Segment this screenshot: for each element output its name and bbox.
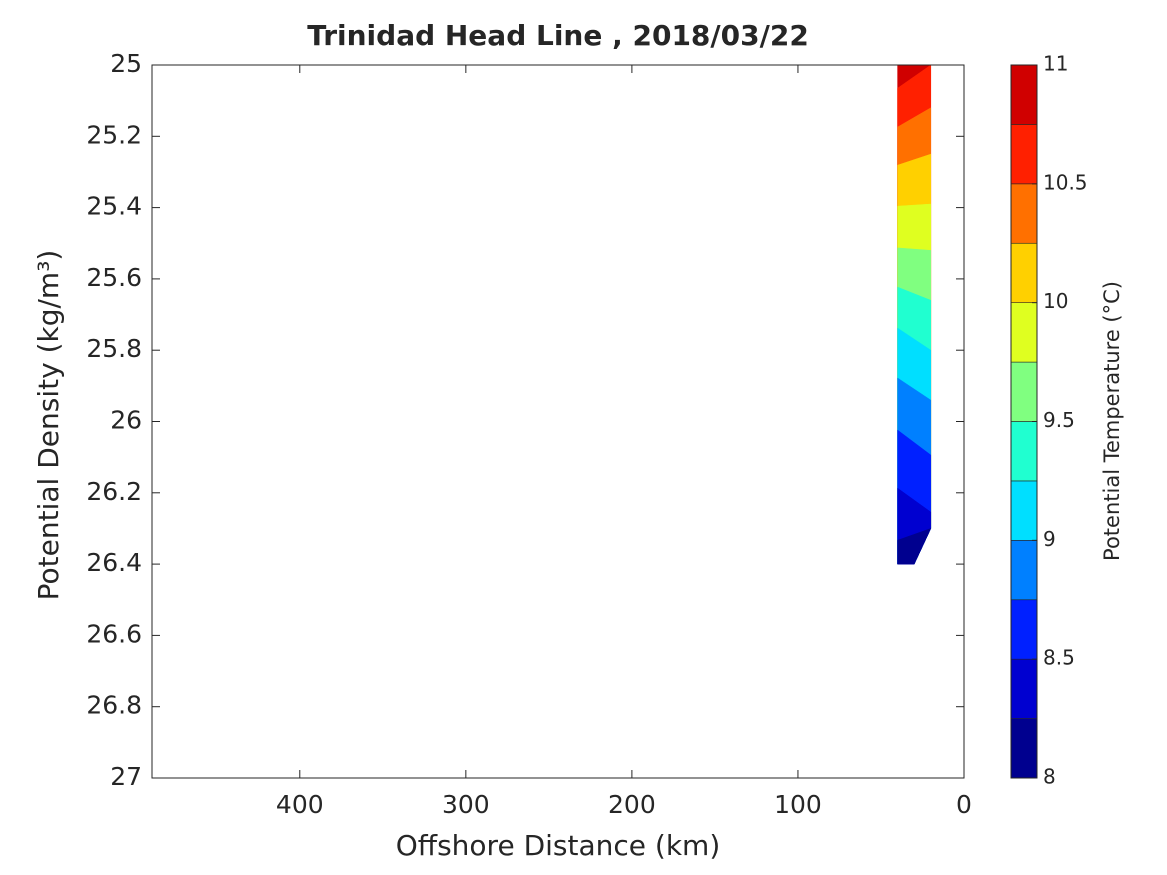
- colorbar-tick-label: 8.5: [1043, 646, 1075, 670]
- y-tick-label: 25.6: [86, 263, 142, 292]
- y-tick-label: 25.8: [86, 334, 142, 363]
- y-tick-label: 27: [110, 762, 142, 791]
- colorbar-swatch: [1010, 361, 1038, 422]
- colorbar-tick-label: 10.5: [1043, 170, 1088, 194]
- y-tick-label: 25.2: [86, 120, 142, 149]
- y-tick-label: 25: [110, 49, 142, 78]
- contour-band: [897, 528, 932, 565]
- colorbar-swatch: [1010, 421, 1038, 482]
- x-tick-label: 0: [956, 790, 972, 819]
- x-tick-label: 400: [276, 790, 324, 819]
- x-tick-label: 300: [442, 790, 490, 819]
- colorbar-swatch: [1010, 242, 1038, 303]
- colorbar-swatch: [1010, 183, 1038, 244]
- colorbar-swatch: [1010, 64, 1038, 125]
- colorbar-tick-label: 10: [1043, 289, 1068, 313]
- colorbar-swatch: [1010, 480, 1038, 541]
- y-tick-label: 26: [110, 406, 142, 435]
- y-tick-label: 26.8: [86, 691, 142, 720]
- chart-title: Trinidad Head Line , 2018/03/22: [307, 19, 809, 52]
- colorbar-tick-label: 9.5: [1043, 408, 1075, 432]
- x-tick-label: 100: [774, 790, 822, 819]
- y-tick-label: 26.4: [86, 548, 142, 577]
- colorbar-tick-label: 9: [1043, 527, 1056, 551]
- colorbar-label: Potential Temperature (°C): [1100, 281, 1124, 561]
- colorbar-tick-label: 11: [1043, 52, 1068, 76]
- y-tick-label: 26.6: [86, 619, 142, 648]
- colorbar-swatch: [1010, 302, 1038, 363]
- y-axis-label: Potential Density (kg/m³): [32, 250, 65, 601]
- x-tick-label: 200: [608, 790, 656, 819]
- plot-frame: [151, 64, 965, 779]
- colorbar-tick-label: 8: [1043, 765, 1056, 789]
- colorbar-swatch: [1010, 540, 1038, 601]
- colorbar-swatch: [1010, 124, 1038, 185]
- colorbar-swatch: [1010, 718, 1038, 779]
- x-axis-label: Offshore Distance (km): [396, 829, 721, 862]
- colorbar-swatch: [1010, 658, 1038, 719]
- y-tick-label: 25.4: [86, 192, 142, 221]
- colorbar-swatch: [1010, 599, 1038, 660]
- y-tick-label: 26.2: [86, 477, 142, 506]
